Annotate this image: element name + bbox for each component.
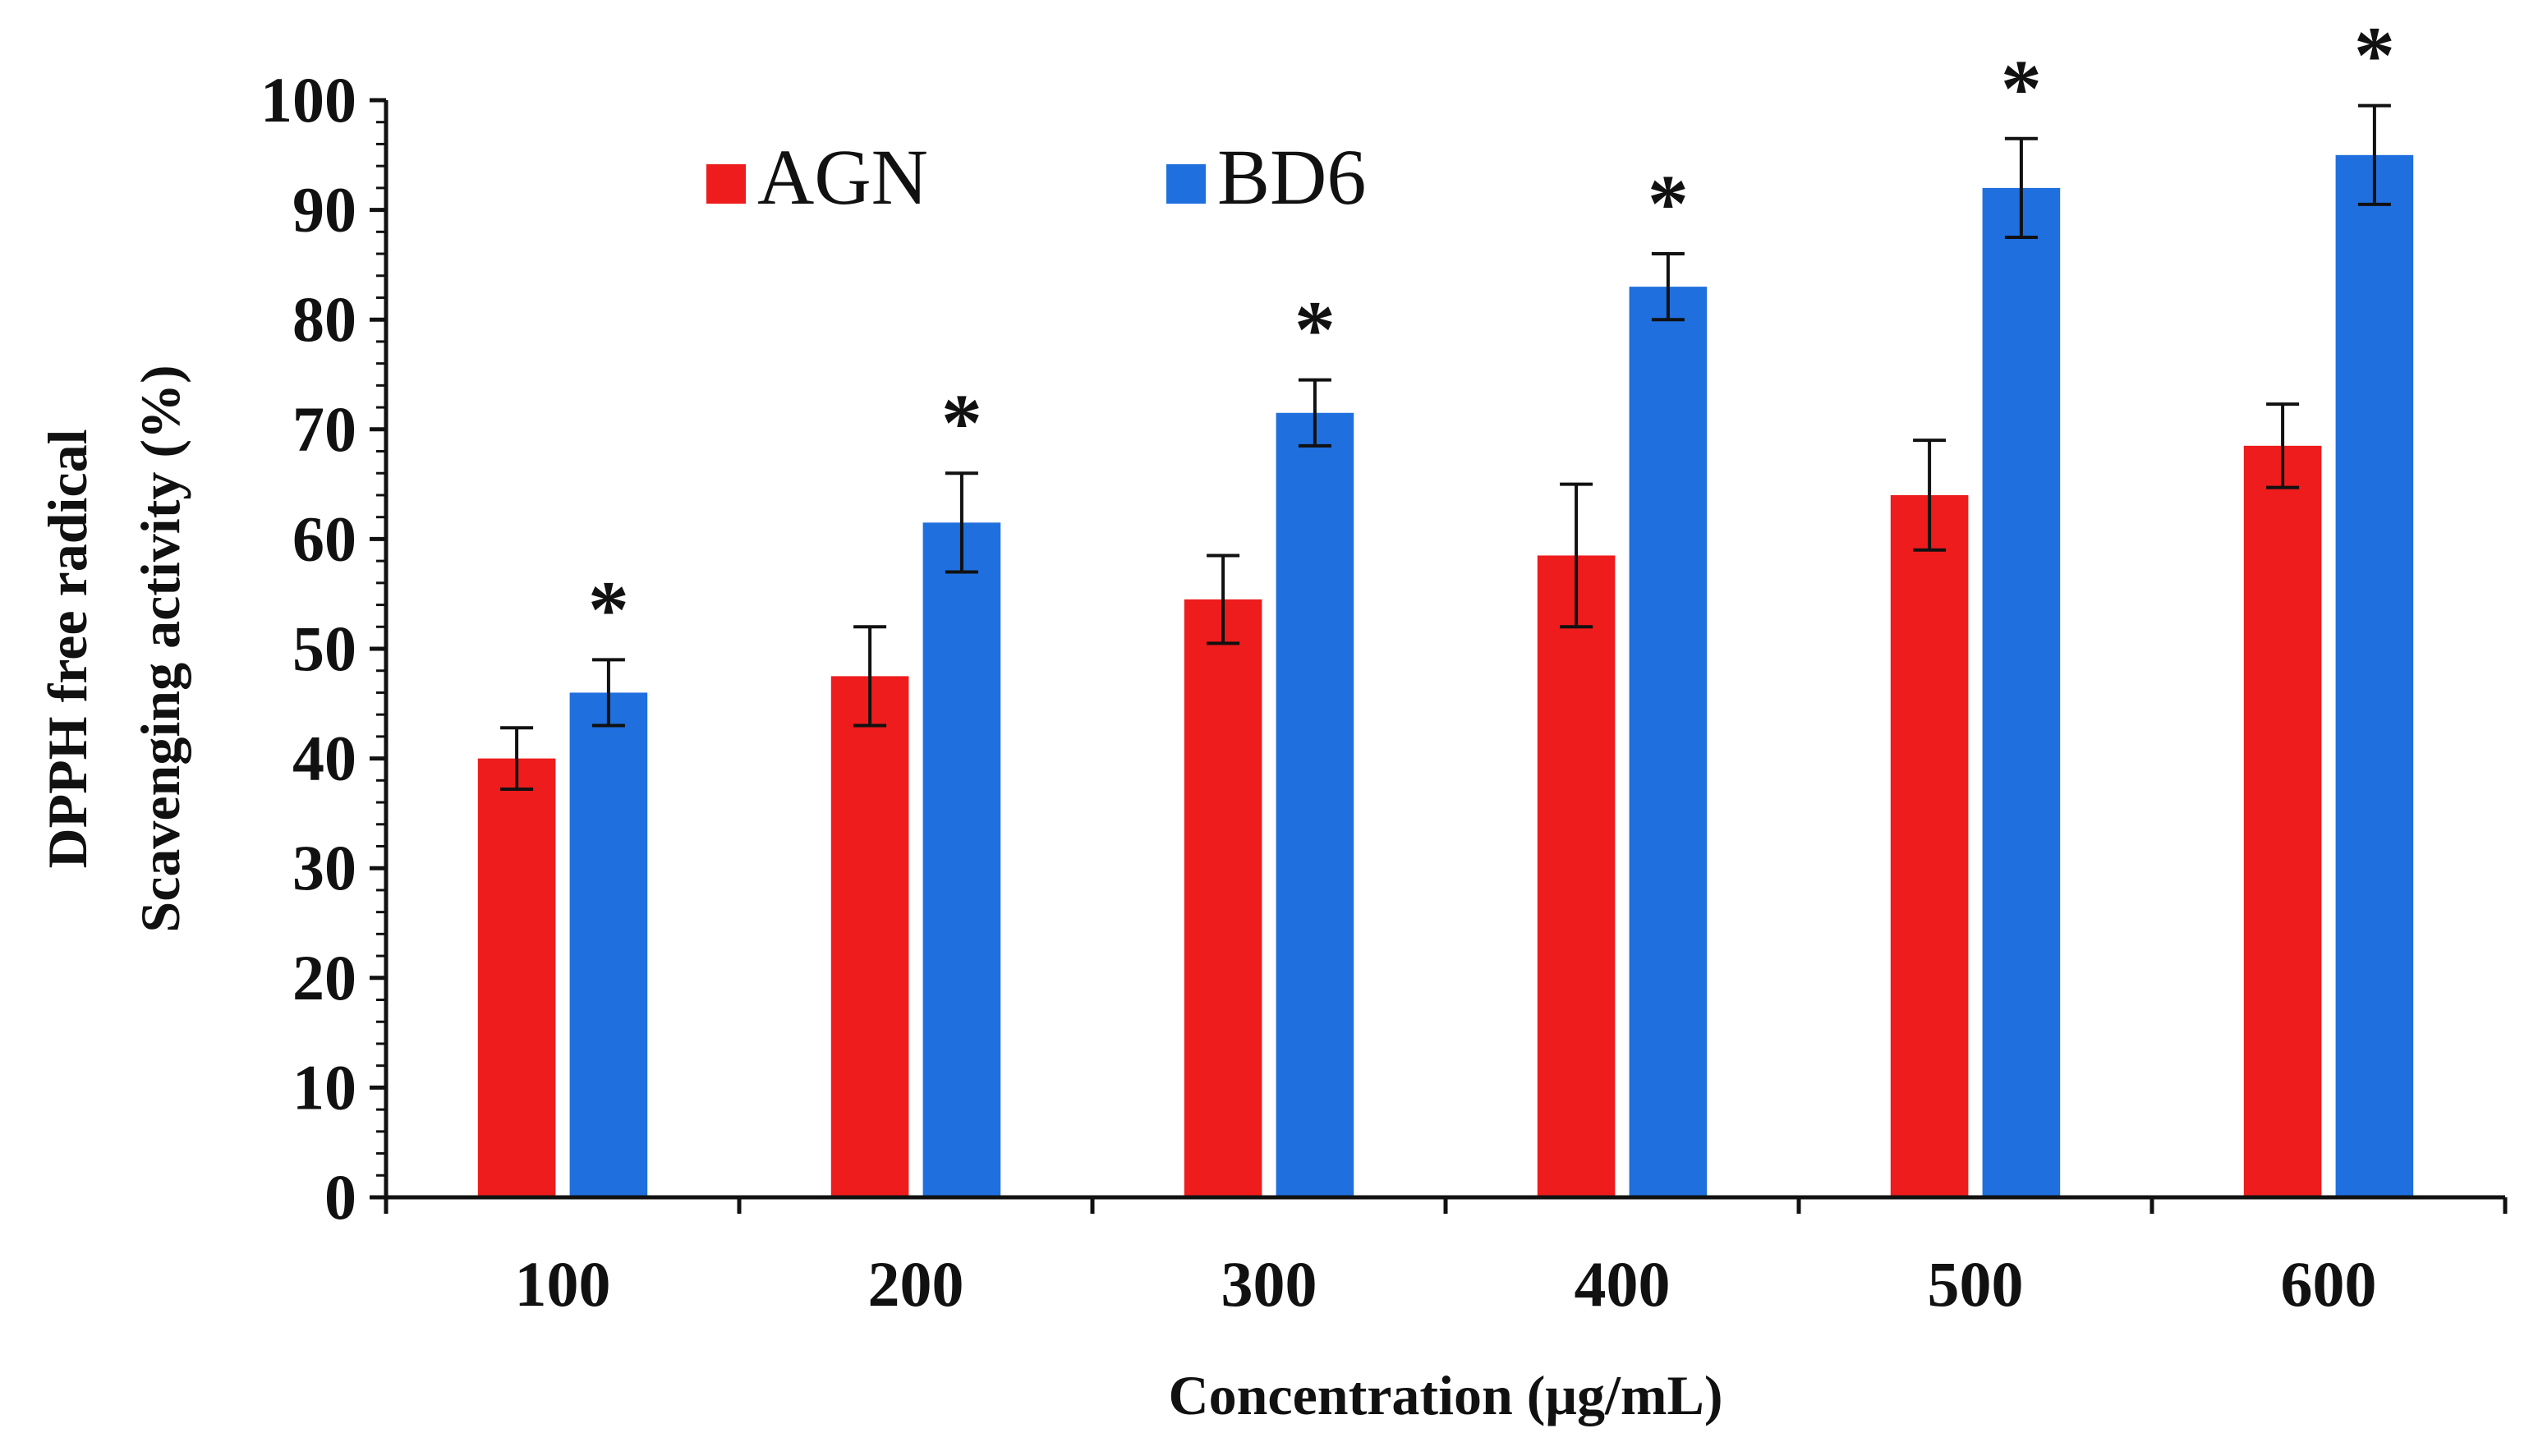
y-tick-label: 30 [292,832,356,903]
axes: 0 10 20 30 40 50 60 70 80 90 100 100 200 300 400 500 600 [260,64,2508,1320]
y-tick-label: 100 [260,64,356,135]
y-tick-label: 0 [324,1161,356,1233]
y-tick-label: 50 [292,613,356,684]
x-tick-label: 400 [1575,1248,1671,1320]
legend-swatch-BD6 [1166,164,1206,204]
significance-mark: * [2354,10,2395,101]
significance-mark: * [1294,284,1336,375]
bar-BD6-500 [1982,187,2061,1197]
x-tick-label: 100 [515,1248,611,1320]
legend-label-AGN: AGN [757,133,928,221]
plot-area: * * * * * * [477,10,2414,1197]
bar-BD6-600 [2335,154,2414,1197]
bar-BD6-400 [1629,287,1708,1197]
bar-BD6-200 [922,522,1001,1197]
x-axis-title: Concentration (μg/mL) [1168,1364,1722,1426]
bar-BD6-100 [569,692,648,1197]
y-tick-label: 40 [292,723,356,794]
x-tick-label: 300 [1221,1248,1317,1320]
y-axis-title-line-1: DPPH free radical [36,429,99,868]
y-tick-label: 10 [292,1051,356,1123]
bar-AGN-200 [830,676,909,1197]
y-tick-label: 60 [292,503,356,574]
legend-swatch-AGN [706,164,746,204]
significance-mark: * [941,377,982,468]
significance-mark: * [2001,43,2042,134]
y-tick-label: 90 [292,174,356,246]
x-tick-label: 600 [2281,1248,2377,1320]
y-axis-title-line-2: Scavenging activity (%) [129,365,191,932]
significance-mark: * [1648,158,1689,249]
x-tick-label: 500 [1928,1248,2024,1320]
legend-label-BD6: BD6 [1217,133,1366,221]
y-tick-label: 80 [292,283,356,355]
bar-AGN-500 [1890,494,1969,1197]
y-tick-label: 20 [292,942,356,1013]
bar-BD6-300 [1276,412,1354,1197]
bar-AGN-300 [1184,599,1262,1197]
bar-AGN-600 [2243,445,2322,1197]
bar-AGN-100 [477,758,556,1197]
legend: AGN BD6 [706,133,1366,221]
bar-AGN-400 [1537,555,1616,1197]
significance-mark: * [588,563,629,655]
y-tick-label: 70 [292,393,356,465]
x-tick-label: 200 [868,1248,964,1320]
